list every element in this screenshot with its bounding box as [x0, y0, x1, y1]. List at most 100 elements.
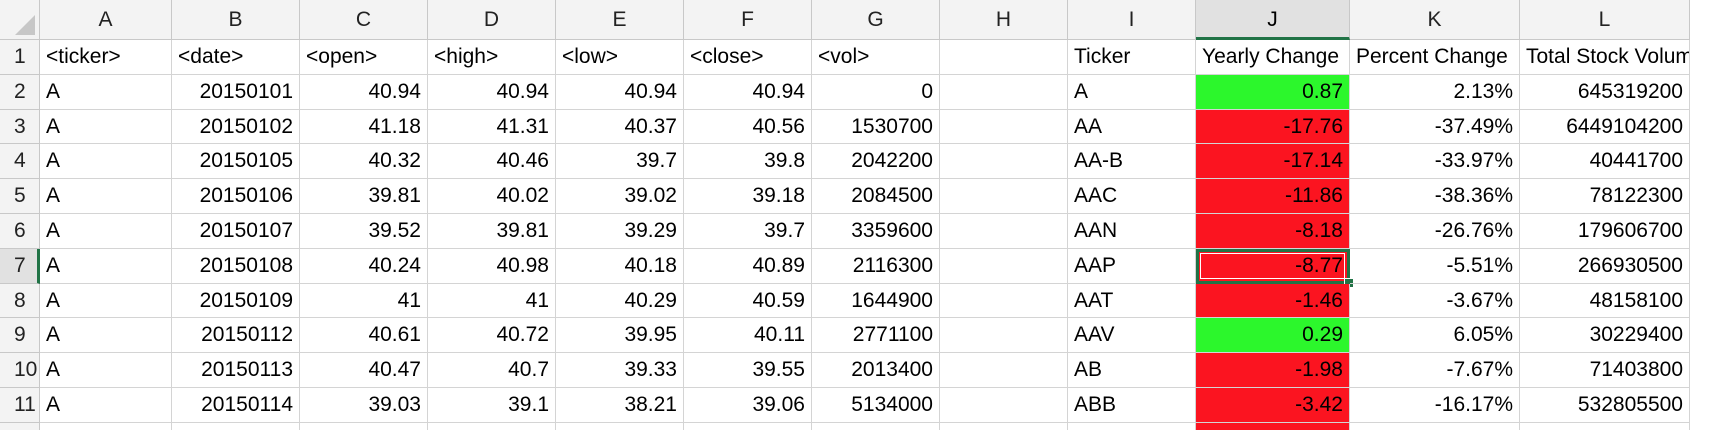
cell-a9[interactable]: A: [40, 318, 172, 354]
cell-b9[interactable]: 20150112: [172, 318, 300, 354]
cell-k9[interactable]: 6.05%: [1350, 318, 1520, 354]
cell-f7[interactable]: 40.89: [684, 248, 812, 284]
cell-k11[interactable]: -16.17%: [1350, 388, 1520, 423]
cell-a11[interactable]: A: [40, 388, 172, 423]
cell-g9[interactable]: 2771100: [812, 318, 940, 354]
cell-k6[interactable]: -26.76%: [1350, 214, 1520, 249]
row-header-7[interactable]: 7: [0, 248, 40, 284]
cell-k2[interactable]: 2.13%: [1350, 74, 1520, 110]
cell-d1[interactable]: <high>: [428, 40, 556, 75]
cell-i11[interactable]: ABB: [1068, 388, 1196, 423]
cell-l8[interactable]: 48158100: [1520, 283, 1690, 319]
cell-h2[interactable]: [940, 74, 1068, 110]
cell-a4[interactable]: A: [40, 144, 172, 180]
column-header-h[interactable]: H: [940, 0, 1068, 40]
cell-e6[interactable]: 39.29: [556, 214, 684, 249]
cell-d7[interactable]: 40.98: [428, 248, 556, 284]
cell-j5[interactable]: -11.86: [1196, 179, 1350, 214]
cell-d4[interactable]: 40.46: [428, 144, 556, 180]
cell-i12[interactable]: ABBV: [1068, 422, 1196, 430]
cell-j11[interactable]: -3.42: [1196, 388, 1350, 423]
cell-a1[interactable]: <ticker>: [40, 40, 172, 75]
cell-k1[interactable]: Percent Change: [1350, 40, 1520, 75]
cell-b3[interactable]: 20150102: [172, 109, 300, 145]
cell-e3[interactable]: 40.37: [556, 109, 684, 145]
cell-l6[interactable]: 179606700: [1520, 214, 1690, 249]
cell-b6[interactable]: 20150107: [172, 214, 300, 249]
row-header-9[interactable]: 9: [0, 318, 40, 354]
cell-k10[interactable]: -7.67%: [1350, 353, 1520, 388]
cell-c7[interactable]: 40.24: [300, 248, 428, 284]
cell-d8[interactable]: 41: [428, 283, 556, 319]
cell-b2[interactable]: 20150101: [172, 74, 300, 110]
cell-c6[interactable]: 39.52: [300, 214, 428, 249]
cell-c12[interactable]: 39.33: [300, 422, 428, 430]
cell-g3[interactable]: 1530700: [812, 109, 940, 145]
cell-j8[interactable]: -1.46: [1196, 283, 1350, 319]
cell-f5[interactable]: 39.18: [684, 179, 812, 214]
cell-a7[interactable]: A: [40, 248, 172, 284]
row-header-12[interactable]: 12: [0, 422, 40, 430]
cell-l5[interactable]: 78122300: [1520, 179, 1690, 214]
cell-i6[interactable]: AAN: [1068, 214, 1196, 249]
cell-l3[interactable]: 6449104200: [1520, 109, 1690, 145]
cell-b10[interactable]: 20150113: [172, 353, 300, 388]
column-header-e[interactable]: E: [556, 0, 684, 40]
cell-j9[interactable]: 0.29: [1196, 318, 1350, 354]
cell-i2[interactable]: A: [1068, 74, 1196, 110]
cell-a12[interactable]: A: [40, 422, 172, 430]
cell-j12[interactable]: -6.2: [1196, 422, 1350, 430]
cell-g8[interactable]: 1644900: [812, 283, 940, 319]
cell-e2[interactable]: 40.94: [556, 74, 684, 110]
cell-b12[interactable]: 20150115: [172, 422, 300, 430]
cell-h10[interactable]: [940, 353, 1068, 388]
cell-k12[interactable]: -9.47%: [1350, 422, 1520, 430]
cell-f12[interactable]: 38.01: [684, 422, 812, 430]
cell-b1[interactable]: <date>: [172, 40, 300, 75]
cell-a2[interactable]: A: [40, 74, 172, 110]
cell-h8[interactable]: [940, 283, 1068, 319]
cell-c4[interactable]: 40.32: [300, 144, 428, 180]
row-header-6[interactable]: 6: [0, 214, 40, 249]
row-header-3[interactable]: 3: [0, 109, 40, 145]
cell-l4[interactable]: 40441700: [1520, 144, 1690, 180]
column-header-l[interactable]: L: [1520, 0, 1690, 40]
cell-h6[interactable]: [940, 214, 1068, 249]
cell-f4[interactable]: 39.8: [684, 144, 812, 180]
row-header-5[interactable]: 5: [0, 179, 40, 214]
column-header-b[interactable]: B: [172, 0, 300, 40]
select-all-corner[interactable]: [0, 0, 40, 40]
cell-h12[interactable]: [940, 422, 1068, 430]
cell-d9[interactable]: 40.72: [428, 318, 556, 354]
cell-a3[interactable]: A: [40, 109, 172, 145]
cell-g5[interactable]: 2084500: [812, 179, 940, 214]
cell-c11[interactable]: 39.03: [300, 388, 428, 423]
cell-k5[interactable]: -38.36%: [1350, 179, 1520, 214]
cell-h7[interactable]: [940, 248, 1068, 284]
row-header-10[interactable]: 10: [0, 353, 40, 388]
cell-d12[interactable]: 39.41: [428, 422, 556, 430]
cell-l1[interactable]: Total Stock Volume: [1520, 40, 1690, 75]
cell-c8[interactable]: 41: [300, 283, 428, 319]
cell-b7[interactable]: 20150108: [172, 248, 300, 284]
cell-d5[interactable]: 40.02: [428, 179, 556, 214]
cell-k7[interactable]: -5.51%: [1350, 248, 1520, 284]
cell-e5[interactable]: 39.02: [556, 179, 684, 214]
cell-f3[interactable]: 40.56: [684, 109, 812, 145]
cell-d2[interactable]: 40.94: [428, 74, 556, 110]
cell-g1[interactable]: <vol>: [812, 40, 940, 75]
cell-d6[interactable]: 39.81: [428, 214, 556, 249]
cell-k3[interactable]: -37.49%: [1350, 109, 1520, 145]
cell-e10[interactable]: 39.33: [556, 353, 684, 388]
cell-d10[interactable]: 40.7: [428, 353, 556, 388]
cell-e9[interactable]: 39.95: [556, 318, 684, 354]
cell-g10[interactable]: 2013400: [812, 353, 940, 388]
cell-c10[interactable]: 40.47: [300, 353, 428, 388]
cell-j4[interactable]: -17.14: [1196, 144, 1350, 180]
cell-h5[interactable]: [940, 179, 1068, 214]
cell-c1[interactable]: <open>: [300, 40, 428, 75]
cell-a8[interactable]: A: [40, 283, 172, 319]
cell-g11[interactable]: 5134000: [812, 388, 940, 423]
cell-j3[interactable]: -17.76: [1196, 109, 1350, 145]
